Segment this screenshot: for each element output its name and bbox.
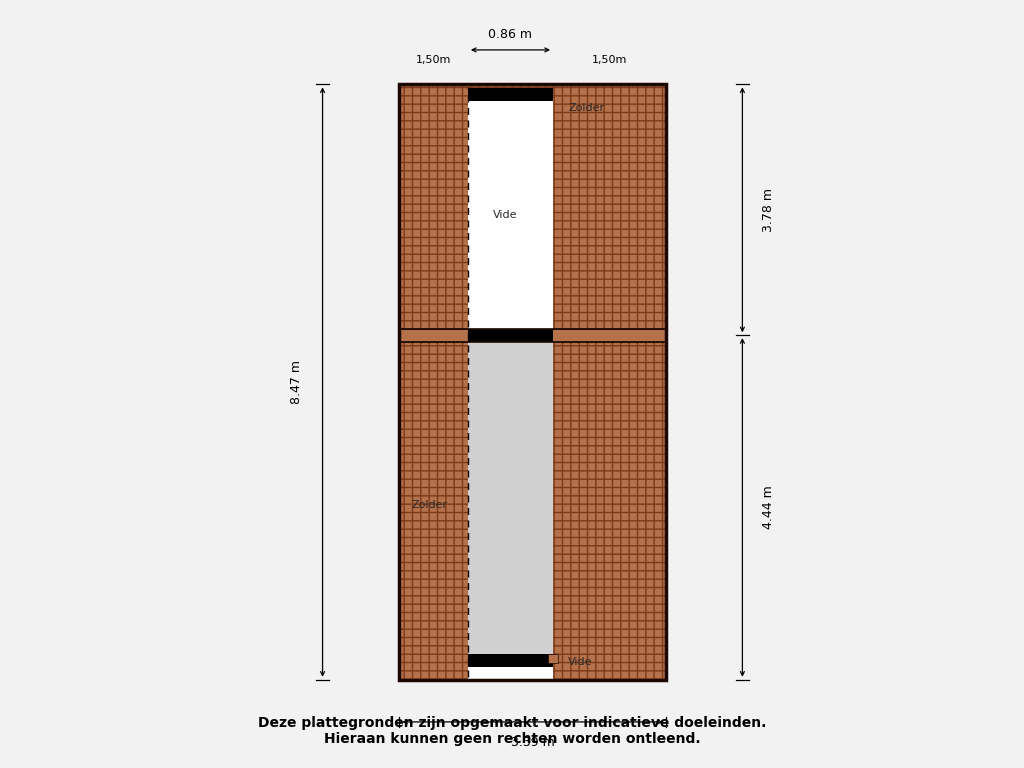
Bar [468,329,553,342]
Bar [399,84,666,680]
Bar [468,342,553,654]
Text: Vide: Vide [494,210,517,220]
Text: 0.86 m: 0.86 m [488,28,532,41]
Bar [399,84,666,680]
Text: 1,50m: 1,50m [416,55,452,65]
Bar [468,329,553,342]
Text: 3.78 m: 3.78 m [762,188,774,232]
Text: Zolder: Zolder [412,500,447,511]
Text: 3.39 m: 3.39 m [511,736,554,749]
Text: Vide: Vide [568,657,593,667]
Bar [468,654,553,667]
Bar [468,88,553,101]
Bar [399,84,666,680]
Text: 4.44 m: 4.44 m [762,485,774,529]
Bar [468,101,553,329]
Bar [468,667,553,680]
Text: Zolder: Zolder [568,103,604,114]
Bar [399,329,666,342]
Text: 8.47 m: 8.47 m [291,360,303,404]
Text: 1,50m: 1,50m [592,55,627,65]
Bar [399,84,666,680]
Bar [548,654,558,663]
Text: Deze plattegronden zijn opgemaakt voor indicatieve doeleinden.
Hieraan kunnen ge: Deze plattegronden zijn opgemaakt voor i… [258,716,766,746]
